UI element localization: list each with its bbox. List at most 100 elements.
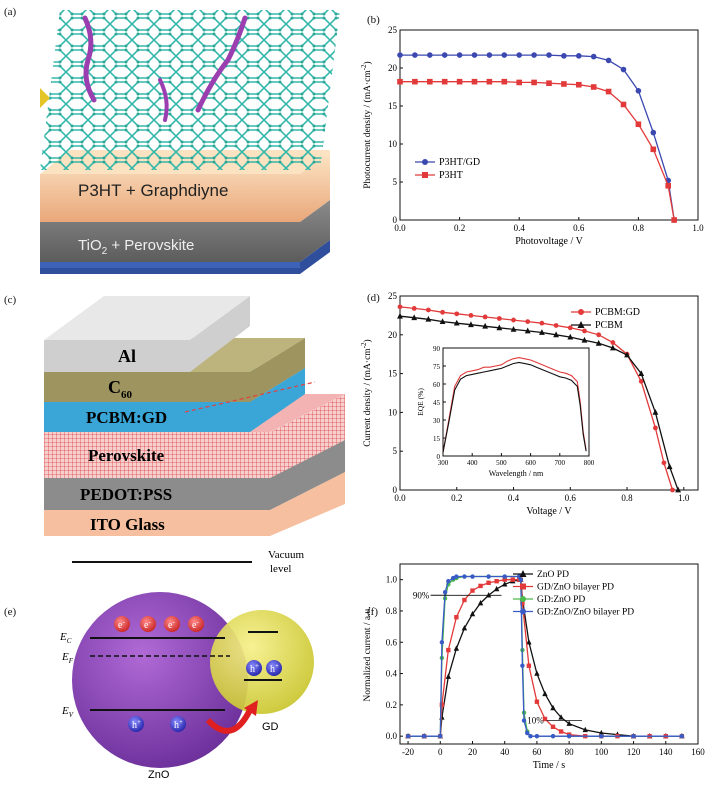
x-tick-label: 0.0 (394, 493, 406, 503)
y-tick-label: 45 (433, 399, 441, 407)
electron: e- (114, 616, 130, 632)
x-axis-label: Wavelength / nm (489, 469, 544, 478)
x-tick-label: 500 (496, 459, 507, 467)
ef-label: EF (61, 651, 74, 665)
y-tick-label: 0 (393, 215, 398, 225)
data-point (486, 580, 491, 585)
plot-frame (442, 347, 590, 457)
plot-frame (399, 295, 699, 491)
data-point (496, 324, 503, 331)
data-point (411, 306, 417, 311)
pedot-layer (44, 440, 345, 510)
series-pcbm (442, 361, 587, 453)
zno-label: ZnO (148, 769, 170, 781)
data-point (550, 733, 556, 739)
ec-label: EC (59, 631, 72, 645)
ito-glass-layer (44, 472, 345, 536)
data-point (542, 716, 548, 722)
data-point (631, 733, 636, 739)
x-tick-label: 60 (532, 747, 542, 757)
panel-label-d: (d) (367, 292, 380, 304)
series-p3ht-gd (397, 52, 677, 223)
x-tick-label: -20 (402, 747, 414, 757)
zno-sphere (72, 592, 248, 768)
tio2-layer-label: TiO2 + Perovskite (78, 237, 194, 257)
panel-label-c: (c) (4, 294, 17, 306)
legend-marker (577, 321, 585, 328)
data-point (652, 409, 659, 415)
data-point (510, 325, 517, 332)
data-point (567, 333, 574, 340)
p3ht-layer-label: P3HT + Graphdiyne (78, 181, 228, 200)
x-tick-label: 1.0 (678, 493, 690, 503)
data-point (511, 317, 516, 323)
data-point (441, 52, 448, 58)
y-tick-label: 25 (388, 291, 398, 301)
data-point (590, 84, 597, 90)
data-point (439, 640, 445, 645)
data-point (558, 729, 564, 734)
dashed-pointer (184, 381, 316, 413)
x-tick-label: 20 (468, 747, 478, 757)
data-point (462, 597, 467, 603)
data-point (438, 733, 443, 739)
data-point (558, 714, 564, 720)
perovskite-label: Perovskite (88, 446, 165, 465)
x-tick-label: 0.8 (633, 223, 645, 233)
legend-entry: GD:ZnO/ZnO bilayer PD (537, 608, 634, 618)
data-point (546, 80, 552, 86)
data-point (477, 599, 484, 606)
y-axis-label: Current density / (mA·cm-2) (360, 339, 373, 446)
data-point (456, 78, 463, 85)
ito-label: ITO Glass (90, 515, 165, 534)
data-point (635, 121, 642, 128)
svg-text:e-: e- (144, 618, 151, 631)
data-point (531, 52, 537, 58)
perovskite-layer (44, 394, 345, 478)
data-point (468, 321, 474, 328)
data-point (679, 733, 685, 739)
arrow-marker-icon (40, 88, 50, 108)
series-pcbm-gd (442, 357, 587, 453)
svg-text:e-: e- (168, 618, 175, 631)
data-point (453, 645, 460, 651)
y-tick-label: 20 (388, 330, 398, 340)
data-point (454, 615, 459, 620)
data-point (582, 328, 587, 334)
data-point (518, 577, 524, 582)
y-tick-label: 5 (393, 177, 398, 187)
gd-sphere (210, 610, 314, 714)
data-point (454, 574, 459, 579)
data-point (482, 322, 489, 329)
data-point (478, 583, 483, 589)
y-tick-label: 10 (388, 139, 398, 149)
data-point (516, 79, 522, 86)
polymer-chain (82, 15, 97, 103)
x-tick-label: 100 (595, 747, 609, 757)
svg-text:h+: h+ (132, 718, 141, 731)
svg-text:e-: e- (192, 618, 199, 631)
data-point (638, 370, 645, 376)
data-point (421, 733, 427, 739)
data-point (439, 318, 446, 325)
polymer-chain (158, 78, 169, 122)
electron: e- (164, 616, 180, 632)
data-point (470, 588, 475, 593)
legend-marker (422, 159, 428, 165)
data-point (528, 733, 533, 739)
data-point (534, 733, 540, 739)
panel-e-illustration: Vacuum level EC EF EV e- e- e- e- h+ h+ … (59, 549, 314, 781)
legend-entry: PCBM (595, 320, 623, 331)
data-point (596, 332, 602, 338)
data-point (397, 312, 403, 319)
data-point (675, 486, 682, 493)
data-point (510, 577, 515, 582)
data-point (553, 331, 559, 338)
al-label: Al (118, 346, 136, 366)
data-point (567, 325, 573, 331)
data-point (661, 460, 667, 466)
data-point (526, 663, 532, 668)
hole: h+ (128, 716, 144, 732)
data-point (620, 66, 627, 73)
x-tick-label: 0.6 (565, 493, 577, 503)
